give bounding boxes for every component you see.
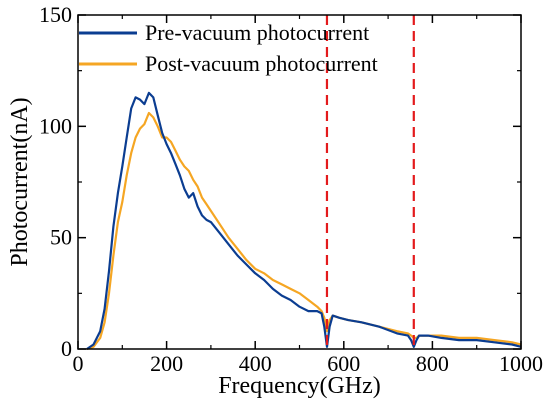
x-tick-label: 200 — [150, 351, 183, 376]
x-tick-label: 1000 — [499, 351, 543, 376]
y-tick-label: 50 — [50, 225, 72, 250]
plot-lines — [86, 91, 522, 351]
x-tick-label: 800 — [416, 351, 449, 376]
tick-labels: 0 200 400 600 800 1000 0 50 100 150 — [39, 2, 543, 376]
x-tick-label: 0 — [73, 351, 84, 376]
reference-lines — [325, 15, 415, 349]
y-tick-label: 100 — [39, 113, 72, 138]
y-tick-label: 0 — [61, 336, 72, 361]
series-line-1 — [86, 111, 522, 351]
legend: Pre-vacuum photocurrent Post-vacuum phot… — [79, 20, 378, 76]
x-tick-label: 600 — [327, 351, 360, 376]
y-axis-title: Photocurrent(nA) — [7, 97, 33, 266]
x-tick-label: 400 — [239, 351, 272, 376]
y-tick-label: 150 — [39, 2, 72, 27]
x-axis-title: Frequency(GHz) — [218, 373, 381, 399]
series-line-0 — [86, 91, 522, 350]
legend-label-post-vacuum: Post-vacuum photocurrent — [145, 51, 378, 76]
axis-ticks — [77, 14, 522, 350]
legend-label-pre-vacuum: Pre-vacuum photocurrent — [145, 20, 369, 45]
